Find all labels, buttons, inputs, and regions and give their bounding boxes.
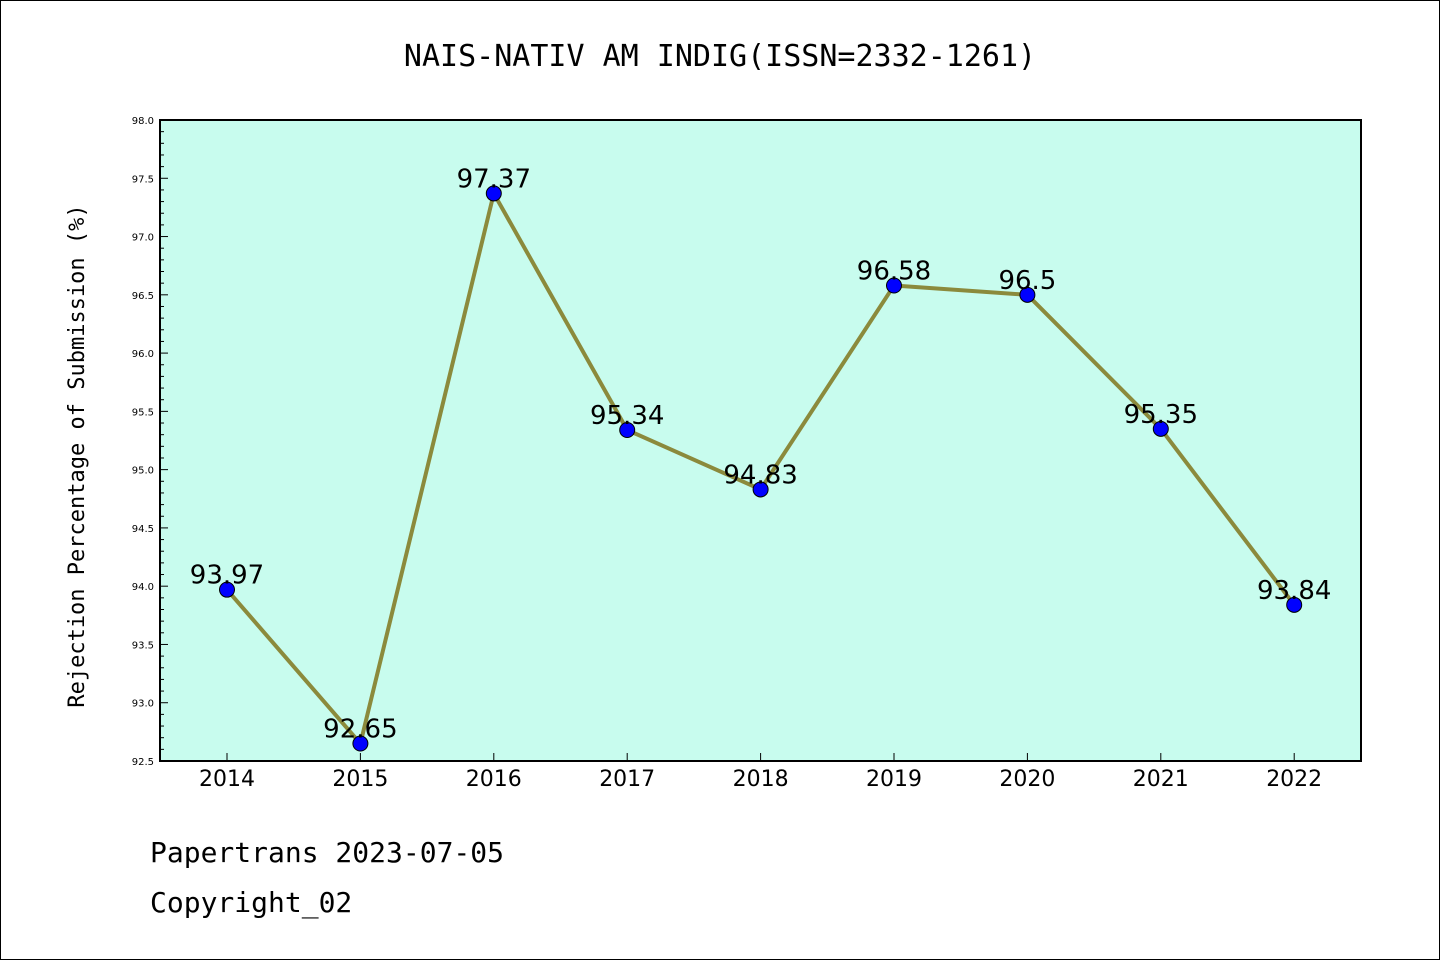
data-label: 93.97 <box>190 561 264 591</box>
data-label: 94.83 <box>723 460 797 490</box>
footer-source-date: Papertrans 2023-07-05 <box>150 836 505 869</box>
footer-copyright: Copyright_02 <box>150 886 353 919</box>
data-label: 96.58 <box>857 256 931 286</box>
plot-area <box>159 119 1362 762</box>
x-tick-label: 2016 <box>466 767 522 792</box>
y-tick-label: 98.0 <box>132 116 154 127</box>
x-tick-label: 2018 <box>733 767 789 792</box>
data-point-marker <box>1152 420 1169 437</box>
y-tick-label: 93.0 <box>132 699 154 710</box>
data-point-marker <box>352 735 369 752</box>
data-point-marker <box>752 481 769 498</box>
data-label: 92.65 <box>323 715 397 745</box>
data-point-marker <box>886 277 902 294</box>
data-point-marker <box>485 185 502 202</box>
y-tick-label: 94.0 <box>132 582 154 593</box>
data-label: 97.37 <box>457 164 531 194</box>
data-point-marker <box>1019 286 1036 303</box>
y-tick-label: 93.5 <box>132 640 154 651</box>
y-axis-label: Rejection Percentage of Submission (%) <box>65 204 90 707</box>
data-label: 95.35 <box>1124 400 1198 430</box>
x-tick-label: 2017 <box>599 767 655 792</box>
chart-title: NAIS-NATIV AM INDIG(ISSN=2332-1261) <box>404 39 1036 74</box>
x-tick-label: 2022 <box>1266 767 1322 792</box>
x-axis-ticks: 2014 2015 2016 2017 2018 2019 2020 2021 2022 <box>199 753 1322 792</box>
y-tick-label: 95.0 <box>132 466 154 477</box>
y-tick-label: 97.0 <box>132 233 154 244</box>
data-point-marker <box>619 422 636 439</box>
data-label: 93.84 <box>1257 576 1331 606</box>
data-labels: 93.97 92.65 97.37 95.34 94.83 96.58 96.5 95.35 9… <box>190 164 1332 744</box>
data-label: 96.5 <box>998 266 1056 296</box>
y-axis-ticks: 92.5 93.0 93.5 94.0 94.5 95.0 95.5 96.0 96.5 97.0… <box>132 116 168 768</box>
y-tick-label: 92.5 <box>132 757 154 768</box>
data-label: 95.34 <box>590 401 664 431</box>
x-tick-label: 2014 <box>199 767 255 792</box>
y-tick-label: 97.5 <box>132 174 154 185</box>
x-tick-label: 2020 <box>999 767 1055 792</box>
x-tick-label: 2021 <box>1133 767 1189 792</box>
x-tick-label: 2019 <box>866 767 922 792</box>
y-tick-label: 96.0 <box>132 349 154 360</box>
data-markers <box>219 185 1303 752</box>
x-tick-label: 2015 <box>332 767 388 792</box>
y-tick-label: 95.5 <box>132 407 154 418</box>
data-point-marker <box>219 581 235 598</box>
y-tick-label: 96.5 <box>132 291 154 302</box>
data-point-marker <box>1286 596 1303 613</box>
y-tick-label: 94.5 <box>132 524 154 535</box>
